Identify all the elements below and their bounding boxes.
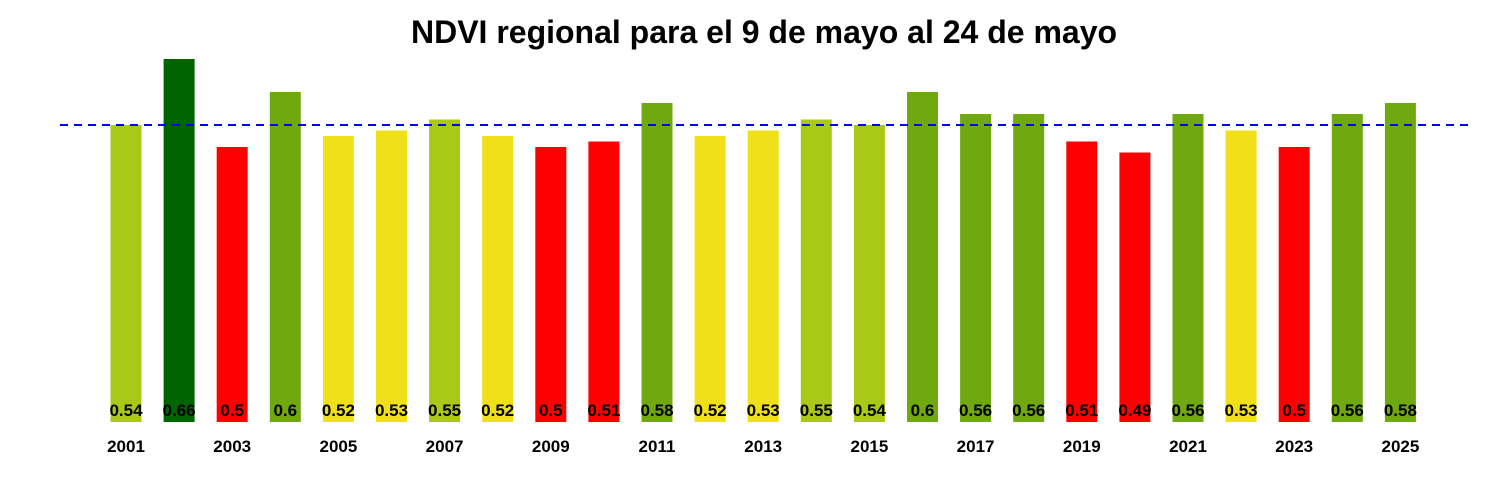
bar-2016	[907, 92, 938, 422]
value-label-2008: 0.52	[481, 401, 514, 420]
x-tick-label-2005: 2005	[319, 437, 357, 456]
bar-2019	[1066, 141, 1098, 422]
x-tick-label-2007: 2007	[426, 437, 464, 456]
bar-2018	[1013, 114, 1045, 422]
bar-2003	[216, 147, 248, 422]
bar-2020	[1119, 152, 1151, 422]
value-label-2016: 0.6	[911, 401, 935, 420]
value-label-2018: 0.56	[1012, 401, 1045, 420]
value-label-2019: 0.51	[1065, 401, 1098, 420]
value-label-2001: 0.54	[109, 401, 143, 420]
value-label-2022: 0.53	[1225, 401, 1258, 420]
value-label-2010: 0.51	[587, 401, 620, 420]
bar-2010	[588, 141, 620, 422]
value-label-2002: 0.66	[163, 401, 196, 420]
x-tick-label-2021: 2021	[1169, 437, 1207, 456]
value-label-2017: 0.56	[959, 401, 992, 420]
bar-2014	[800, 119, 832, 422]
bar-2015	[853, 125, 885, 422]
bar-2011	[641, 103, 673, 422]
x-tick-label-2015: 2015	[850, 437, 888, 456]
bar-2006	[376, 130, 407, 422]
bar-2013	[747, 130, 779, 422]
value-label-2025: 0.58	[1384, 401, 1417, 420]
bar-2021	[1172, 114, 1204, 422]
bar-2004	[269, 92, 301, 422]
x-tick-label-2023: 2023	[1275, 437, 1313, 456]
x-tick-label-2009: 2009	[532, 437, 570, 456]
x-tick-labels-group: 2001 2003 2005 2007 2009 2011 2013 2015 2017 2019…	[107, 437, 1419, 456]
bar-2001	[110, 125, 142, 422]
value-label-2004: 0.6	[273, 401, 297, 420]
value-label-2007: 0.55	[428, 401, 461, 420]
bar-2005	[322, 136, 354, 422]
x-tick-label-2017: 2017	[957, 437, 995, 456]
value-label-2014: 0.55	[800, 401, 833, 420]
value-label-2012: 0.52	[694, 401, 727, 420]
bar-2023	[1278, 147, 1310, 422]
bar-2025	[1384, 103, 1416, 422]
value-label-2015: 0.54	[853, 401, 887, 420]
value-label-2011: 0.58	[640, 401, 673, 420]
x-tick-label-2025: 2025	[1381, 437, 1419, 456]
x-tick-label-2011: 2011	[639, 437, 676, 456]
bar-2007	[429, 119, 461, 422]
value-label-2020: 0.49	[1118, 401, 1151, 420]
bar-2012	[694, 136, 726, 422]
x-tick-label-2001: 2001	[107, 437, 145, 456]
value-label-2009: 0.5	[539, 401, 563, 420]
bar-2022	[1225, 130, 1257, 422]
value-labels-group: 0.54 0.66 0.5 0.6 0.52 0.53 0.55 0.52 0.5 0.51 0.5…	[109, 401, 1416, 420]
value-label-2013: 0.53	[747, 401, 780, 420]
x-tick-label-2003: 2003	[213, 437, 251, 456]
value-label-2021: 0.56	[1171, 401, 1204, 420]
chart-title: NDVI regional para el 9 de mayo al 24 de…	[411, 14, 1117, 50]
bar-2002	[163, 59, 195, 422]
x-tick-label-2019: 2019	[1063, 437, 1101, 456]
value-label-2023: 0.5	[1282, 401, 1306, 420]
bar-2008	[482, 136, 514, 422]
value-label-2024: 0.56	[1331, 401, 1364, 420]
x-tick-label-2013: 2013	[744, 437, 782, 456]
value-label-2003: 0.5	[220, 401, 244, 420]
value-label-2006: 0.53	[375, 401, 408, 420]
bar-2009	[535, 147, 567, 422]
bars-group	[110, 59, 1416, 422]
bar-2017	[960, 114, 992, 422]
value-label-2005: 0.52	[322, 401, 355, 420]
bar-2024	[1331, 114, 1363, 422]
